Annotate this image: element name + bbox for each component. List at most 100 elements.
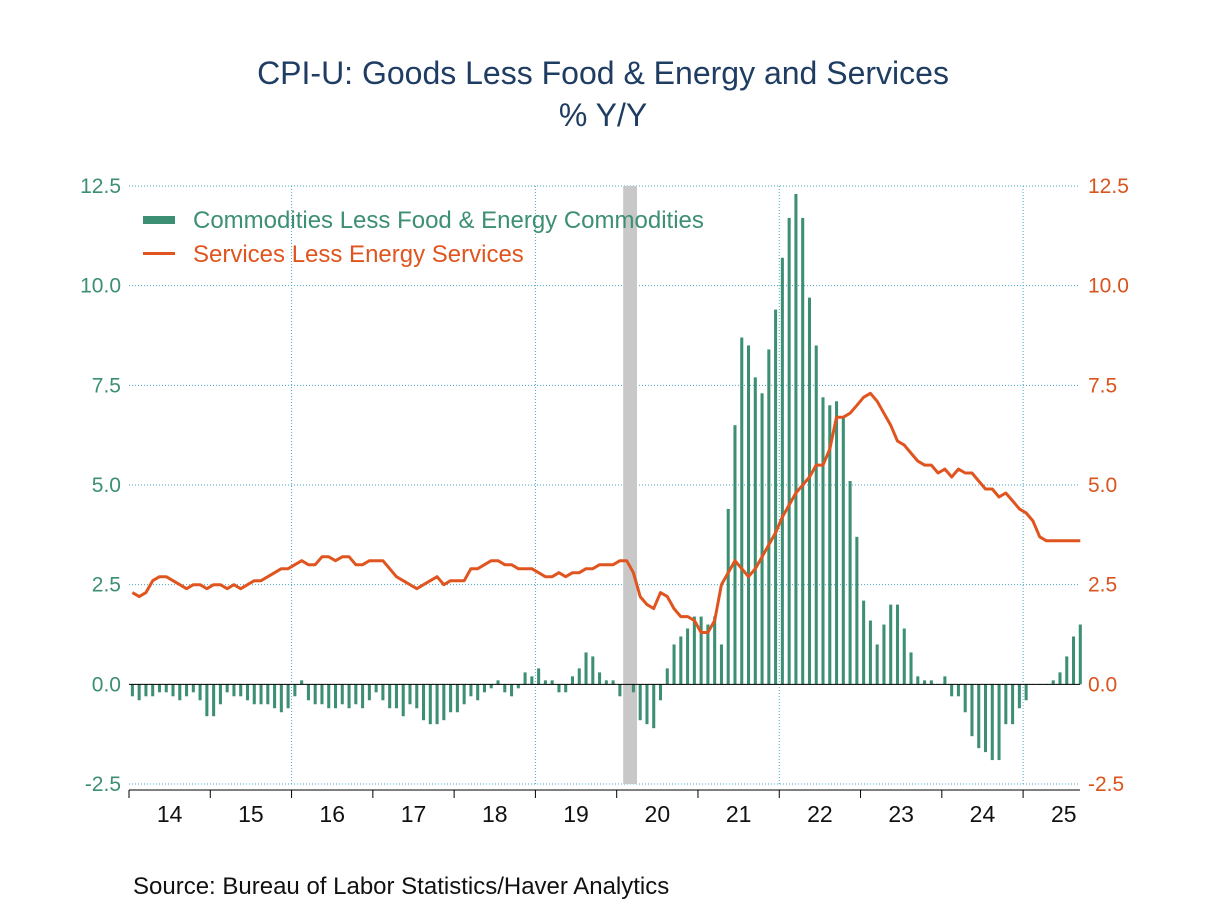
bar: [807, 297, 811, 685]
bar: [496, 680, 500, 685]
legend-label-services: Services Less Energy Services: [193, 241, 524, 268]
bar: [692, 616, 696, 685]
legend: Commodities Less Food & Energy Commoditi…: [143, 207, 704, 268]
bar: [462, 684, 466, 705]
bar: [550, 680, 554, 685]
bar: [835, 401, 839, 685]
bar: [137, 684, 141, 701]
bar: [401, 684, 405, 717]
bar: [503, 684, 507, 693]
right-tick-label: 12.5: [1088, 175, 1129, 198]
bar: [665, 668, 669, 685]
right-tick-label: 0.0: [1088, 673, 1117, 696]
bar: [570, 676, 575, 685]
bar: [144, 684, 148, 697]
bar: [252, 684, 256, 705]
bar: [767, 349, 771, 685]
bar: [510, 684, 514, 697]
bar: [218, 684, 222, 705]
bar: [340, 684, 344, 705]
bar: [449, 684, 453, 713]
bar: [164, 684, 168, 693]
source-note: Source: Bureau of Labor Statistics/Haver…: [133, 873, 669, 900]
bar: [320, 684, 324, 705]
x-tick-label: 19: [563, 801, 589, 827]
right-axis-ticks: 12.5 10.0 7.5 5.0 2.5 0.0 -2.5: [1088, 175, 1129, 796]
bar: [591, 656, 595, 685]
right-tick-label: 2.5: [1088, 574, 1117, 597]
bar: [1065, 656, 1069, 685]
bar: [990, 684, 994, 761]
bar: [970, 684, 974, 737]
bar: [245, 684, 250, 701]
bar: [333, 684, 338, 709]
x-tick-label: 20: [645, 801, 671, 827]
bar: [902, 628, 906, 685]
bar: [977, 684, 981, 749]
bar: [672, 644, 676, 685]
left-tick-label: -2.5: [85, 773, 121, 796]
right-tick-label: 7.5: [1088, 374, 1117, 397]
recession-shade: [623, 186, 638, 784]
bar: [950, 684, 954, 697]
bar-series: [130, 193, 1082, 761]
bar: [273, 684, 277, 709]
bar: [706, 624, 710, 685]
bar: [361, 684, 365, 709]
bar: [652, 684, 656, 729]
bar: [862, 600, 866, 685]
bar: [794, 193, 798, 685]
bar: [855, 536, 859, 685]
bar: [719, 644, 723, 685]
bar: [774, 309, 778, 685]
bar: [191, 684, 195, 693]
bar: [916, 676, 920, 685]
x-tick-label: 17: [401, 801, 427, 827]
bar: [476, 684, 480, 701]
bar: [232, 684, 236, 697]
bar: [313, 684, 317, 705]
bar: [956, 684, 960, 697]
bar: [577, 668, 581, 685]
bar: [374, 684, 378, 693]
bar: [753, 377, 757, 685]
bar: [286, 684, 290, 709]
bar: [882, 624, 886, 685]
bar: [875, 644, 879, 685]
bar: [300, 680, 304, 685]
bar: [1078, 624, 1082, 685]
bar: [889, 604, 893, 685]
bar: [185, 684, 189, 697]
bar: [841, 417, 845, 685]
bar: [347, 684, 351, 709]
x-tick-label: 16: [319, 801, 345, 827]
bar: [929, 680, 933, 685]
bar: [469, 684, 473, 697]
bar: [178, 684, 182, 701]
bar: [740, 337, 744, 685]
bar: [422, 684, 426, 721]
bar: [780, 257, 784, 685]
bar: [266, 684, 270, 705]
bar: [537, 668, 541, 685]
bar: [787, 217, 791, 685]
x-tick-label: 22: [807, 801, 833, 827]
bar: [598, 672, 602, 685]
bar: [1011, 684, 1015, 725]
bar: [1072, 636, 1076, 685]
bar: [239, 684, 243, 697]
chart-subtitle: % Y/Y: [559, 97, 647, 133]
bar: [604, 680, 608, 685]
chart-title: CPI-U: Goods Less Food & Energy and Serv…: [257, 55, 949, 91]
bar: [367, 684, 371, 701]
bar: [997, 684, 1001, 761]
x-axis-ticks: 14 15 16 17 18 19 20 21 22 23 24 25: [157, 801, 1077, 827]
bar: [489, 684, 493, 689]
x-tick-label: 25: [1051, 801, 1077, 827]
bar: [354, 684, 358, 705]
bar: [212, 684, 216, 717]
left-tick-label: 5.0: [92, 474, 121, 497]
bar: [801, 217, 805, 685]
bar: [455, 684, 459, 713]
bar: [631, 684, 635, 693]
